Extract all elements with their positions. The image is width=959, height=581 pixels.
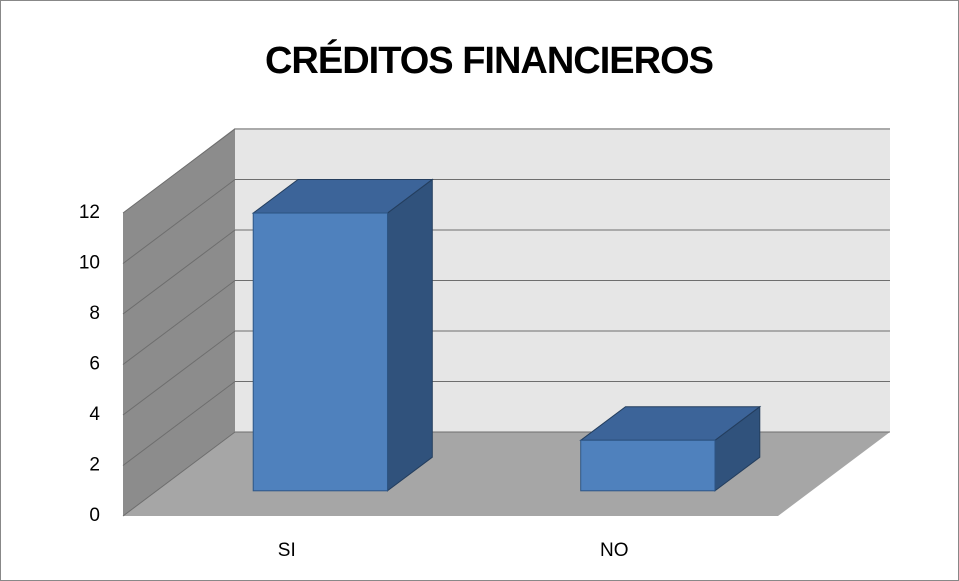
bar — [252, 212, 388, 492]
x-tick-label: NO — [600, 540, 629, 561]
grid-line — [122, 179, 236, 264]
grid-line — [122, 431, 236, 517]
y-tick-label: 8 — [89, 303, 100, 324]
floor — [123, 432, 890, 516]
y-tick-label: 12 — [79, 202, 100, 223]
bar — [580, 439, 716, 492]
y-tick-label: 10 — [79, 253, 100, 274]
grid-line — [122, 229, 236, 315]
y-tick-label: 0 — [89, 505, 100, 526]
bar-side — [386, 178, 433, 492]
y-tick-label: 6 — [89, 354, 100, 375]
grid-line — [122, 280, 236, 365]
y-tick-label: 2 — [89, 455, 100, 476]
chart-title: CRÉDITOS FINANCIEROS — [265, 38, 713, 82]
y-tick-label: 4 — [89, 404, 100, 425]
grid-line — [122, 381, 236, 466]
grid-line — [122, 330, 236, 416]
x-tick-label: SI — [278, 540, 296, 561]
grid-line — [122, 128, 236, 214]
